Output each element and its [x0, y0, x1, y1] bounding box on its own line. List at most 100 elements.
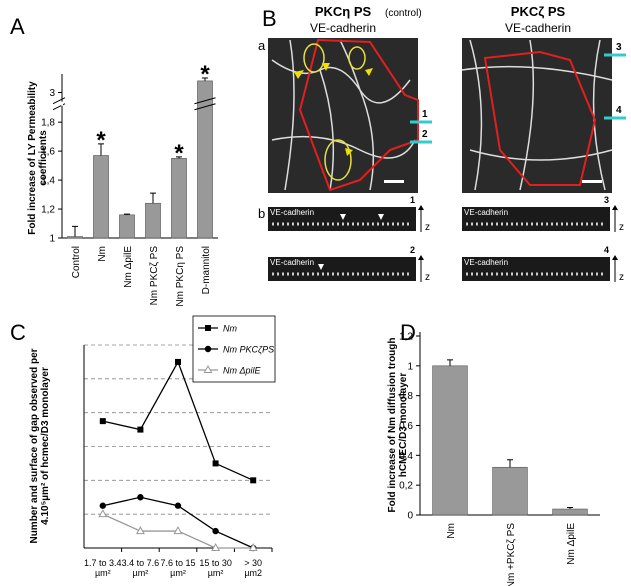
point	[212, 460, 219, 467]
point	[212, 527, 219, 535]
cell-junctions	[461, 39, 613, 191]
axis-label: z	[425, 272, 430, 283]
axis-break-gap	[61, 101, 63, 106]
image-stain: VE-cadherin	[310, 21, 376, 35]
point	[135, 526, 145, 535]
axis-label: z	[619, 272, 624, 283]
point	[175, 358, 181, 365]
strip	[462, 207, 610, 231]
section-number: 1	[422, 109, 428, 120]
bar	[432, 365, 468, 516]
x-tick-label: Nm ΔpilE	[123, 246, 134, 288]
y-tick-label: 0,6	[399, 421, 413, 432]
panel-letter: D	[400, 320, 416, 345]
error-bar	[124, 213, 130, 215]
image-stain: VE-cadherin	[505, 21, 571, 35]
x-tick-label: Nm PKCη PS	[175, 246, 186, 307]
error-bar	[447, 359, 453, 366]
x-tick-label: 7.6 to 15 µm²	[160, 558, 196, 578]
error-bar	[98, 143, 104, 156]
section-markers	[410, 53, 626, 144]
strip-label: VE-cadherin	[270, 258, 314, 267]
error-bar	[176, 156, 182, 159]
section-number: 2	[422, 129, 428, 140]
bar	[67, 236, 83, 239]
y-tick-label: 0	[407, 511, 413, 522]
bar-break	[194, 97, 216, 105]
outline	[483, 50, 597, 186]
point	[248, 542, 258, 551]
gap-outline	[324, 139, 352, 181]
strip-label: VE-cadherin	[464, 208, 508, 217]
point	[203, 364, 213, 373]
section-number: 3	[604, 195, 609, 205]
z-arrowheads	[418, 205, 618, 260]
y-tick-label: 1,8	[41, 118, 55, 129]
x-tick-label: Control	[71, 246, 82, 278]
strip	[268, 257, 416, 281]
image-title: PKCη PS	[315, 4, 372, 19]
x-tick-label: Nm	[97, 246, 108, 262]
x-tick-label-box: 3.4 to 7.6 µm²	[122, 558, 160, 578]
micrograph	[462, 38, 612, 193]
panel-letter: B	[262, 6, 277, 31]
legend-label: Nm ΔpilE	[223, 366, 262, 376]
point	[99, 502, 107, 509]
y-tick-label: 1,4	[41, 176, 55, 187]
section-number: 4	[604, 245, 609, 255]
annotation: *	[200, 61, 210, 88]
panel-letter: A	[10, 14, 25, 39]
axis-break	[52, 97, 66, 105]
point	[137, 426, 144, 433]
legend-label: Nm PKCζPS	[223, 345, 274, 355]
error-bar	[507, 459, 513, 468]
x-tick-label-box: > 30 µm2	[244, 558, 262, 578]
y-tick-label: 0,8	[399, 391, 413, 402]
panel-letter: C	[10, 320, 26, 345]
section-number: 2	[410, 245, 415, 255]
image-title: PKCζ PS	[511, 4, 566, 19]
x-tick-label: D-mannitol	[201, 246, 212, 294]
error-bar	[150, 192, 156, 204]
y-tick-label: 0,2	[399, 481, 413, 492]
bar	[552, 508, 588, 516]
point	[174, 502, 182, 509]
strip	[462, 257, 610, 281]
section-number: 3	[616, 42, 622, 53]
scale-bar	[384, 180, 404, 183]
y-tick-label: 1,2	[41, 205, 55, 216]
legend-label: Nm	[223, 324, 237, 334]
bar	[93, 155, 109, 239]
bar-break	[194, 103, 216, 111]
y-tick-label: 1	[49, 234, 55, 245]
point	[211, 542, 221, 551]
y-axis-label: Fold increase of LY Permeability coeffic…	[27, 81, 49, 235]
strip	[268, 207, 416, 231]
image-note: (control)	[385, 8, 422, 19]
x-tick-label: Nm	[446, 523, 457, 539]
y-tick-label: 1	[407, 361, 413, 372]
x-tick-label: Nm ΔpilE	[566, 523, 577, 565]
y-tick-label: 3	[49, 88, 55, 99]
x-tick-label: Nm PKCζ PS	[149, 246, 160, 306]
error-bar	[567, 507, 573, 510]
x-tick-label-box: 7.6 to 15 µm²	[160, 558, 196, 578]
point	[250, 477, 257, 484]
bar	[197, 80, 213, 239]
point	[204, 345, 212, 353]
point	[173, 526, 183, 535]
y-axis-label-box: Fold increase of LY Permeability coeffic…	[27, 81, 49, 235]
annotation: *	[96, 127, 106, 154]
axis-label: z	[425, 222, 430, 233]
arrowheads	[294, 63, 373, 156]
scale-bar	[582, 180, 602, 183]
microscopy-panel: PKCη PS (control) VE-cadherin PKCζ PS VE…	[258, 4, 626, 283]
point	[205, 325, 211, 331]
outline	[298, 38, 419, 192]
bar	[119, 214, 135, 239]
x-tick-label: Nm +PKCζ PS	[506, 523, 517, 586]
z-strips	[268, 207, 610, 281]
micrograph	[268, 38, 418, 193]
axis-label: z	[619, 222, 624, 233]
